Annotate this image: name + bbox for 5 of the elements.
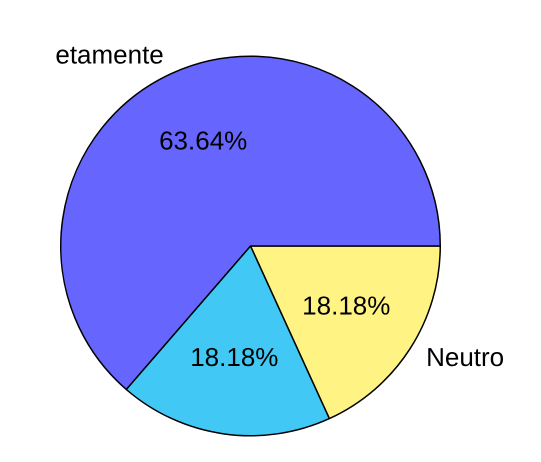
data-label: 18.18% bbox=[190, 342, 278, 372]
slice-label: Neutro bbox=[426, 342, 504, 372]
data-label: 63.64% bbox=[159, 126, 248, 156]
slice-label: etamente bbox=[55, 39, 164, 70]
data-label: 18.18% bbox=[302, 290, 390, 321]
